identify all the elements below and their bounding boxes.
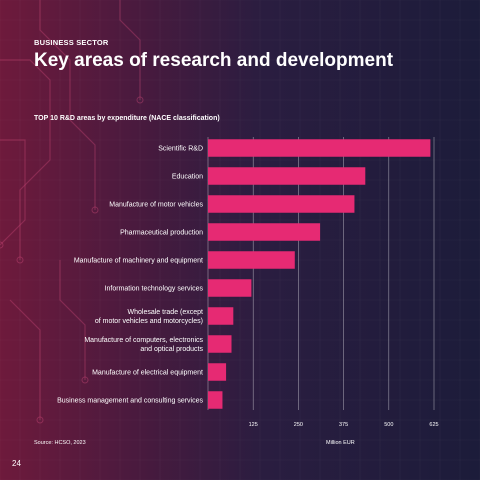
category-label: Pharmaceutical production	[120, 230, 203, 237]
category-label: Manufacture of computers, electronics and…	[84, 337, 203, 353]
page-number: 24	[12, 459, 21, 468]
source-note: Source: HCSO, 2023	[34, 440, 86, 446]
circuit-traces	[0, 0, 141, 420]
category-label: Education	[172, 174, 203, 181]
bar	[208, 363, 227, 381]
category-label: Business management and consulting servi…	[57, 398, 203, 405]
category-label: Information technology services	[105, 286, 204, 293]
bar	[208, 167, 366, 185]
bar	[208, 391, 223, 409]
section-eyebrow: BUSINESS SECTOR	[34, 38, 109, 47]
bar	[208, 251, 295, 269]
bar	[208, 139, 431, 157]
bar	[208, 307, 234, 325]
category-label: Scientific R&D	[158, 146, 203, 153]
x-tick-label: 125	[249, 422, 258, 428]
bar	[208, 279, 252, 297]
bar	[208, 195, 355, 213]
x-tick-label: 375	[339, 422, 348, 428]
bar	[208, 223, 321, 241]
unit-label: Million EUR	[326, 440, 355, 446]
category-label: Manufacture of motor vehicles	[109, 202, 203, 209]
category-label: Wholesale trade (except of motor vehicles…	[95, 309, 203, 325]
category-label: Manufacture of electrical equipment	[92, 370, 203, 377]
x-gridlines	[252, 137, 435, 410]
x-tick-label: 250	[294, 422, 303, 428]
bar	[208, 335, 232, 353]
category-label: Manufacture of machinery and equipment	[74, 258, 203, 265]
circuit-nodes	[0, 96, 144, 424]
page-title: Key areas of research and development	[34, 50, 394, 71]
x-tick-label: 625	[429, 422, 438, 428]
chart-title: TOP 10 R&D areas by expenditure (NACE cl…	[34, 115, 220, 122]
x-tick-label: 500	[384, 422, 393, 428]
